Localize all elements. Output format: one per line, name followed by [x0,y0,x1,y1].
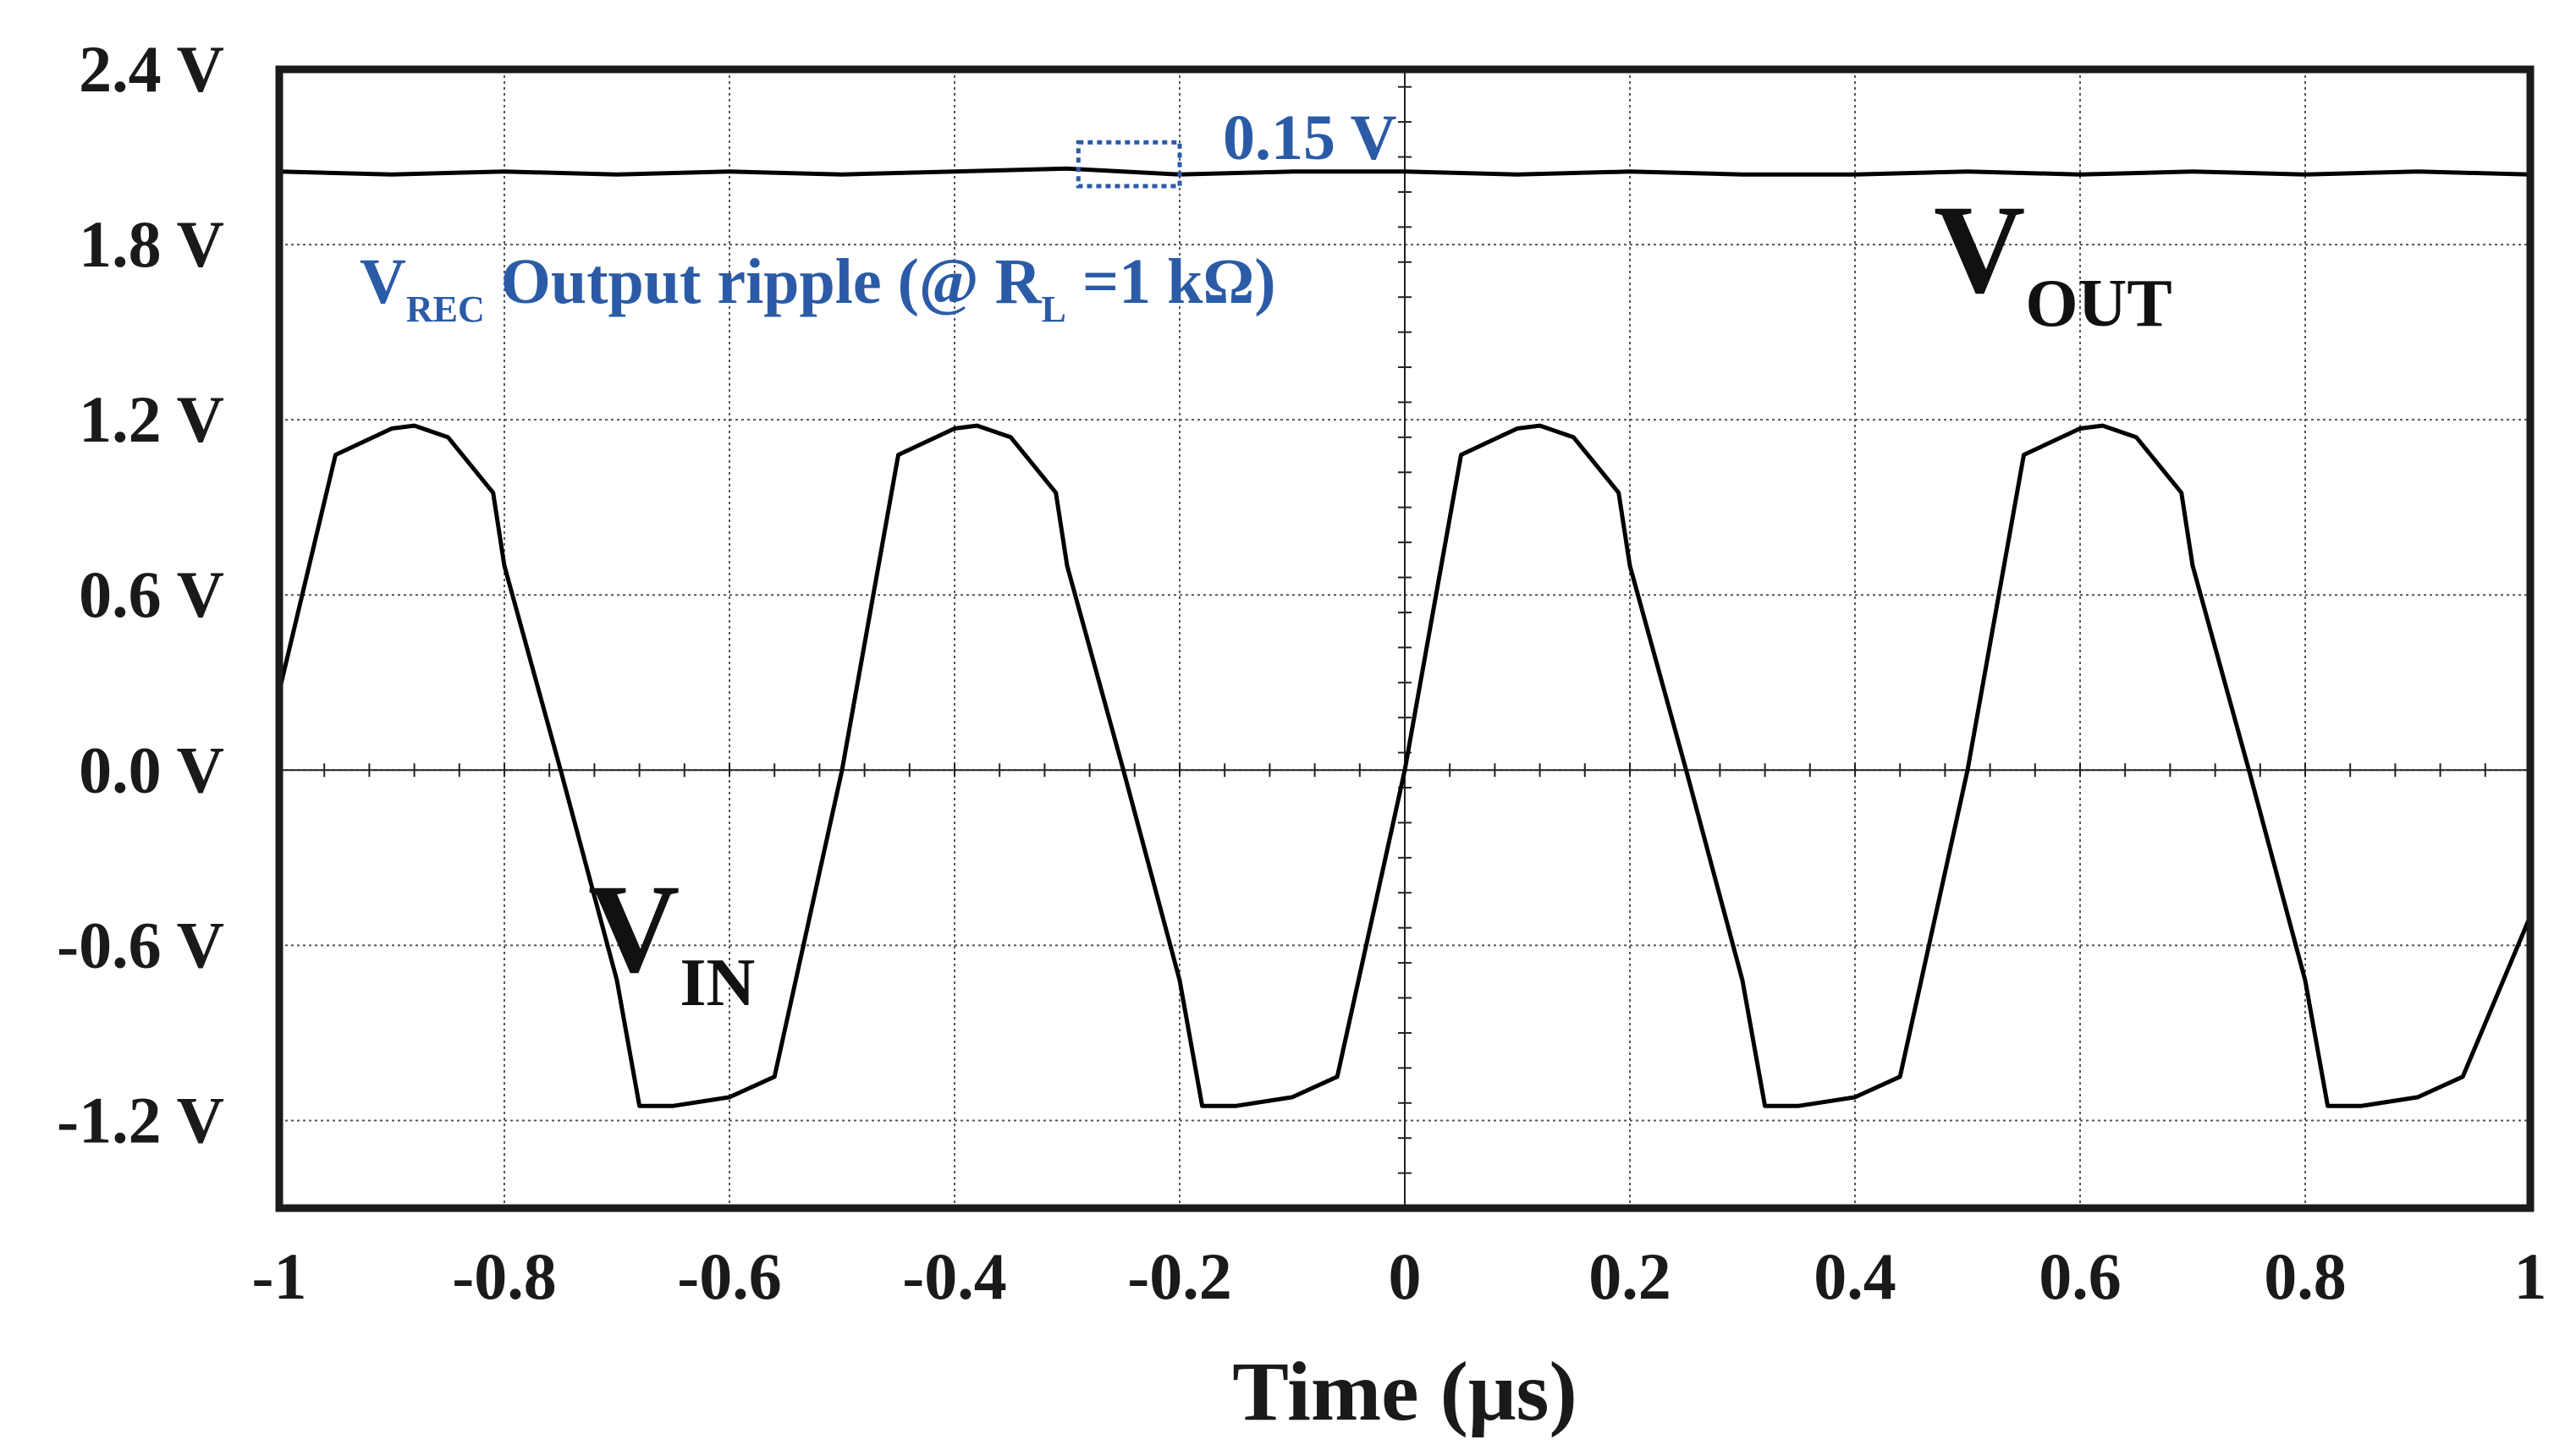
x-tick-label: 0 [1389,1239,1422,1313]
y-tick-label: 1.8 V [79,207,224,281]
vout-trace [278,166,2531,177]
vin-main: V [588,859,680,999]
y-tick-label: 1.2 V [79,382,224,456]
vout-main: V [1934,179,2025,320]
x-tick-label: 0.8 [2264,1239,2347,1313]
desc-sub2: L [1041,288,1065,330]
center-axis-ticks [278,69,2531,1209]
x-tick-label: -0.6 [677,1239,781,1313]
x-tick-labels: -1 -0.8 -0.6 -0.4 -0.2 0 0.2 0.4 0.6 0.8 1 [252,1239,2547,1313]
desc-text: Output ripple (@ R [485,246,1043,317]
vin-sub: IN [680,946,755,1020]
vin-series-label: VIN [588,859,755,1020]
vin-trace [277,423,2533,1108]
x-tick-label: -0.8 [452,1239,556,1313]
desc-sub: REC [406,288,485,330]
y-tick-label: -1.2 V [57,1083,224,1157]
x-tick-label: 1 [2514,1239,2547,1313]
y-tick-label: -0.6 V [57,908,224,981]
x-tick-label: 0.2 [1588,1239,1671,1313]
x-tick-label: -1 [252,1239,307,1313]
desc-tail: =1 kΩ) [1066,246,1276,317]
x-tick-label: 0.6 [2039,1239,2122,1313]
ripple-description-label: VREC Output ripple (@ RL =1 kΩ) [360,246,1276,330]
x-tick-label: 0.4 [1814,1239,1896,1313]
y-tick-label: 0.6 V [79,558,224,631]
vout-sub: OUT [2025,266,2171,341]
series-layer [277,166,2533,1108]
vout-series-label: VOUT [1934,179,2172,341]
y-tick-labels: 2.4 V 1.8 V 1.2 V 0.6 V 0.0 V -0.6 V -1.2 V [57,32,224,1157]
x-tick-label: -0.4 [902,1239,1006,1313]
x-tick-label: -0.2 [1127,1239,1231,1313]
y-tick-label: 2.4 V [79,32,224,106]
desc-main: V [360,246,406,317]
y-tick-label: 0.0 V [79,733,224,806]
x-axis-title: Time (μs) [1232,1344,1577,1438]
ripple-marker-box [1076,140,1182,189]
ripple-value-label: 0.15 V [1223,102,1397,173]
plot-frame [275,65,2535,1212]
